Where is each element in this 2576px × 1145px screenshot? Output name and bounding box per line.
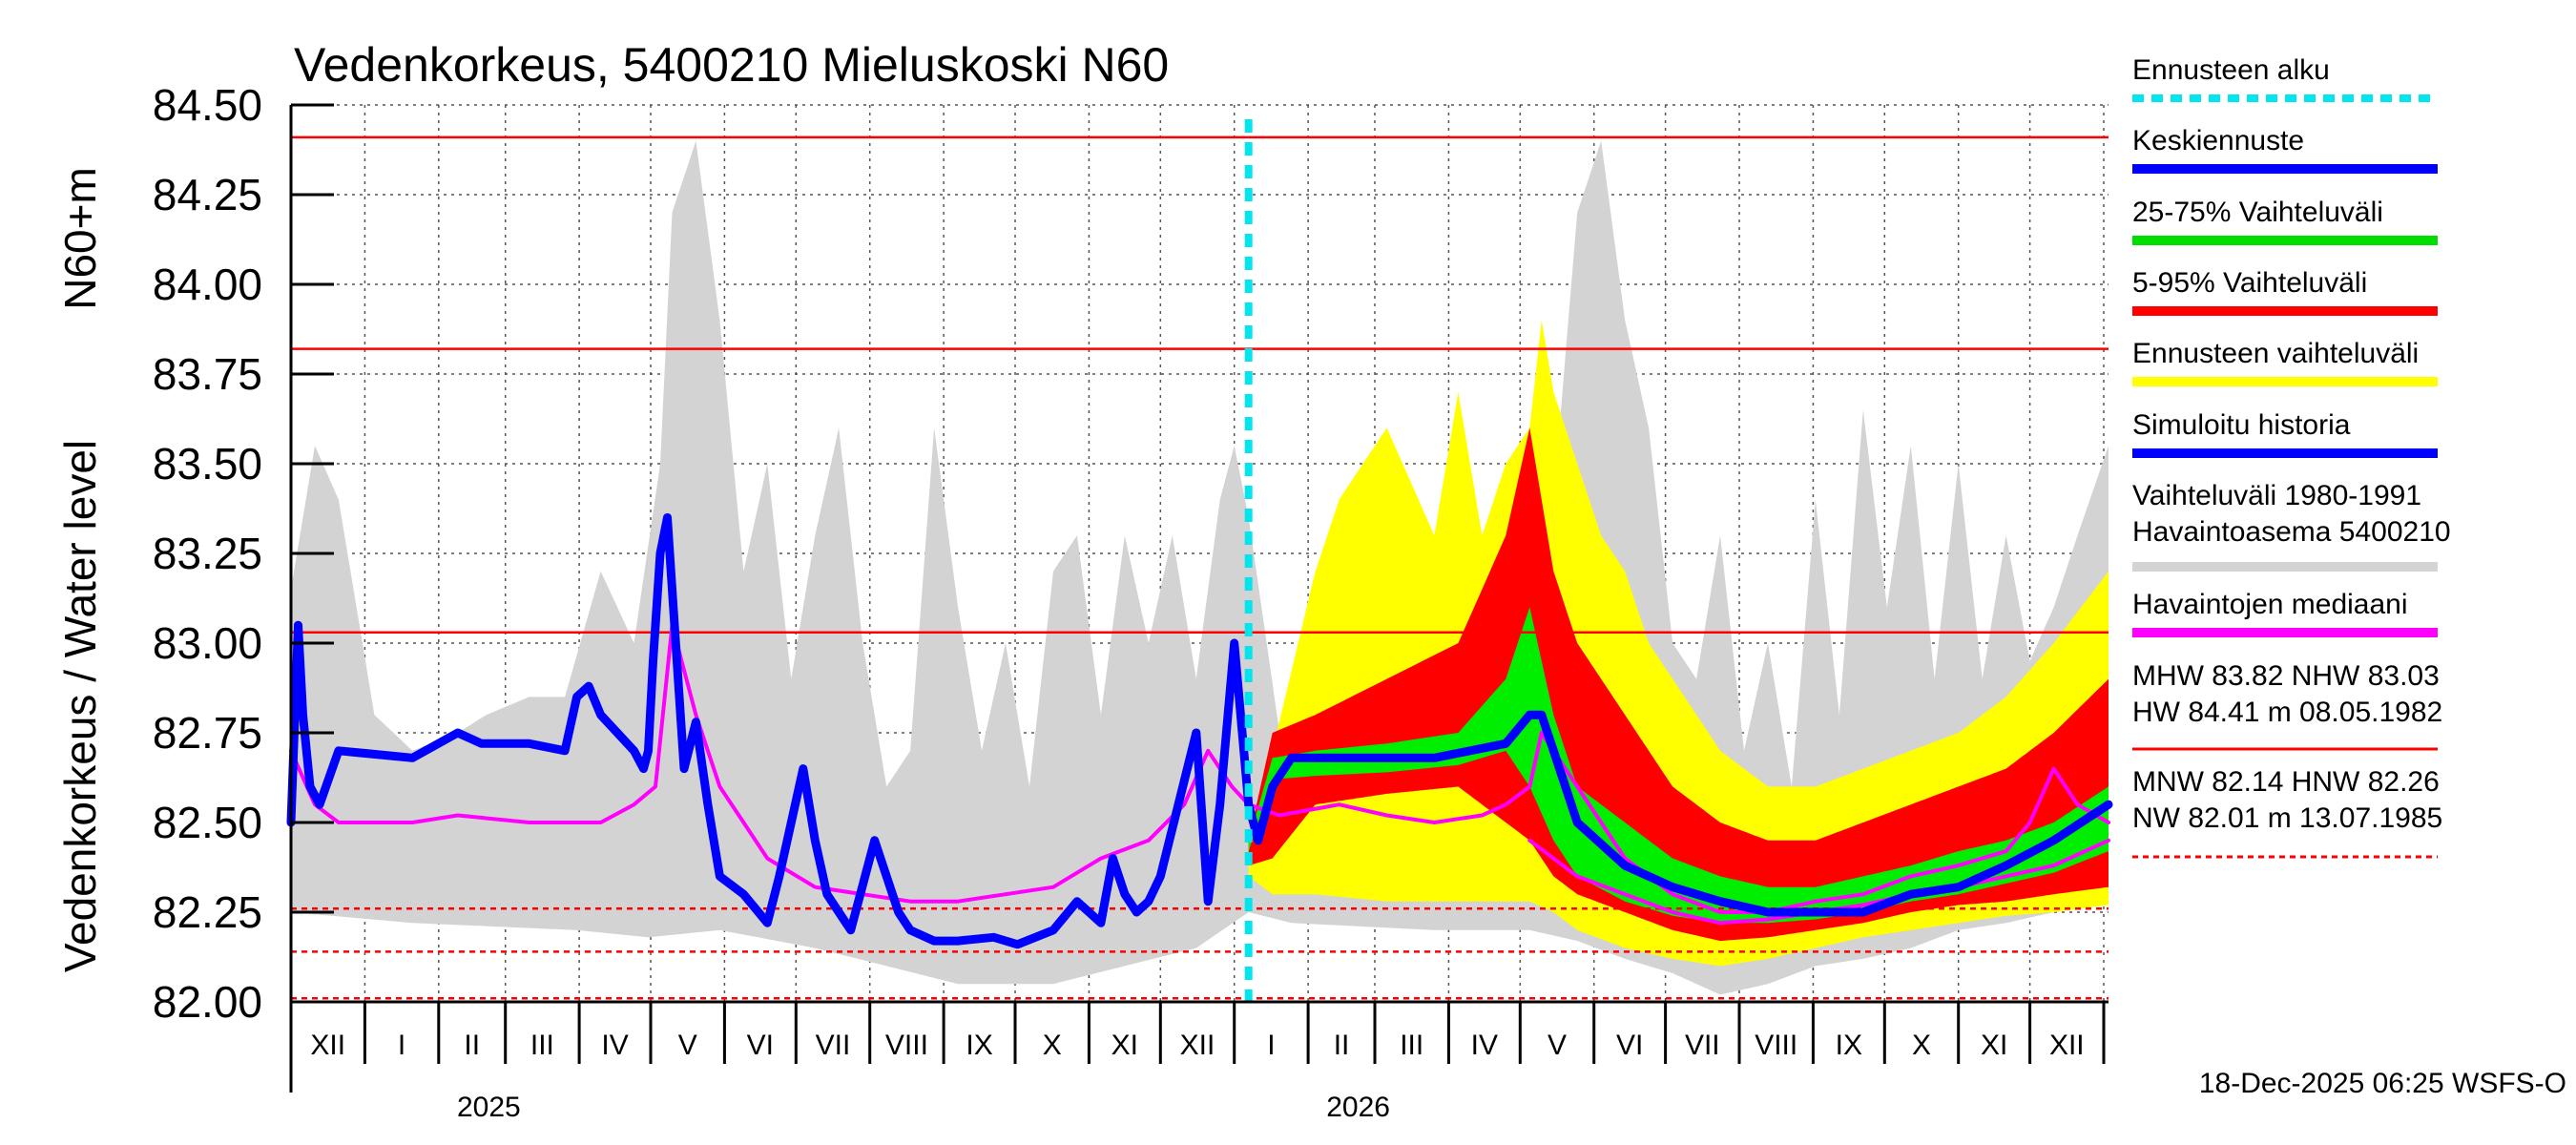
x-month-label: XII xyxy=(1180,1030,1215,1061)
y-tick-label: 83.25 xyxy=(153,529,262,578)
legend-label: 25-75% Vaihteluväli xyxy=(2132,197,2383,228)
x-month-label: I xyxy=(1267,1030,1275,1061)
x-month-label: X xyxy=(1043,1030,1062,1061)
legend-label: Ennusteen alku xyxy=(2132,54,2330,86)
y-tick-label: 84.00 xyxy=(153,260,262,309)
legend-label: Simuloitu historia xyxy=(2132,409,2351,441)
legend-label: Havaintojen mediaani xyxy=(2132,589,2408,620)
x-month-label: IX xyxy=(1836,1030,1862,1061)
x-month-label: V xyxy=(1548,1030,1567,1061)
legend-label: HW 84.41 m 08.05.1982 xyxy=(2132,697,2442,728)
y-tick-label: 82.50 xyxy=(153,798,262,847)
x-month-label: II xyxy=(464,1030,480,1061)
y-tick-label: 82.75 xyxy=(153,708,262,758)
chart-title: Vedenkorkeus, 5400210 Mieluskoski N60 xyxy=(294,38,1169,92)
x-month-label: XI xyxy=(1111,1030,1138,1061)
legend-label: Havaintoasema 5400210 xyxy=(2132,516,2451,548)
x-month-label: III xyxy=(530,1030,554,1061)
x-month-label: II xyxy=(1334,1030,1350,1061)
x-month-label: XII xyxy=(310,1030,345,1061)
range-25-75-band xyxy=(1248,607,2109,924)
y-tick-label: 82.25 xyxy=(153,887,262,937)
simulated-history-line xyxy=(286,512,2113,949)
x-month-label: IV xyxy=(1471,1030,1498,1061)
x-month-label: VI xyxy=(747,1030,774,1061)
y-axis-label-primary: N60+m xyxy=(55,167,105,310)
x-month-label: VI xyxy=(1616,1030,1643,1061)
y-tick-label: 83.50 xyxy=(153,439,262,489)
y-tick-label: 82.00 xyxy=(153,977,262,1027)
forecast-range-band xyxy=(1248,320,2109,967)
plot-area xyxy=(286,104,2113,1003)
x-month-label: XII xyxy=(2049,1030,2085,1061)
axes: 82.00 82.25 82.50 82.75 83.00 83.25 83.50 83.75… xyxy=(153,80,2109,1123)
legend-label: MHW 83.82 NHW 83.03 xyxy=(2132,660,2440,692)
legend-label: Vaihteluväli 1980-1991 xyxy=(2132,480,2421,511)
x-month-label: IV xyxy=(601,1030,628,1061)
x-month-label: X xyxy=(1912,1030,1931,1061)
legend-label: NW 82.01 m 13.07.1985 xyxy=(2132,802,2442,834)
legend: Ennusteen alku Keskiennuste 25-75% Vaihtel… xyxy=(2132,54,2451,859)
legend-label: 5-95% Vaihteluväli xyxy=(2132,267,2367,299)
x-month-label: XI xyxy=(1981,1030,2007,1061)
legend-label: MNW 82.14 HNW 82.26 xyxy=(2132,766,2440,798)
x-month-label: VIII xyxy=(1755,1030,1797,1061)
y-axis-label-secondary: Vedenkorkeus / Water level xyxy=(55,440,105,972)
y-tick-label: 84.50 xyxy=(153,80,262,130)
x-month-label: VII xyxy=(1685,1030,1720,1061)
x-month-label: VII xyxy=(816,1030,851,1061)
x-year-label: 2025 xyxy=(457,1092,521,1123)
range-5-95-band xyxy=(1248,427,2109,942)
median-line xyxy=(289,623,2110,914)
x-month-label: V xyxy=(678,1030,697,1061)
x-month-label: III xyxy=(1400,1030,1423,1061)
x-year-label: 2026 xyxy=(1326,1092,1390,1123)
y-tick-label: 84.25 xyxy=(153,170,262,219)
legend-label: Ennusteen vaihteluväli xyxy=(2132,338,2419,369)
footer-timestamp: 18-Dec-2025 06:25 WSFS-O xyxy=(2199,1068,2566,1099)
x-month-label: IX xyxy=(966,1030,992,1061)
x-month-label: I xyxy=(398,1030,405,1061)
y-tick-label: 83.75 xyxy=(153,349,262,399)
legend-label: Keskiennuste xyxy=(2132,125,2304,156)
x-month-label: VIII xyxy=(885,1030,928,1061)
y-tick-label: 83.00 xyxy=(153,618,262,668)
